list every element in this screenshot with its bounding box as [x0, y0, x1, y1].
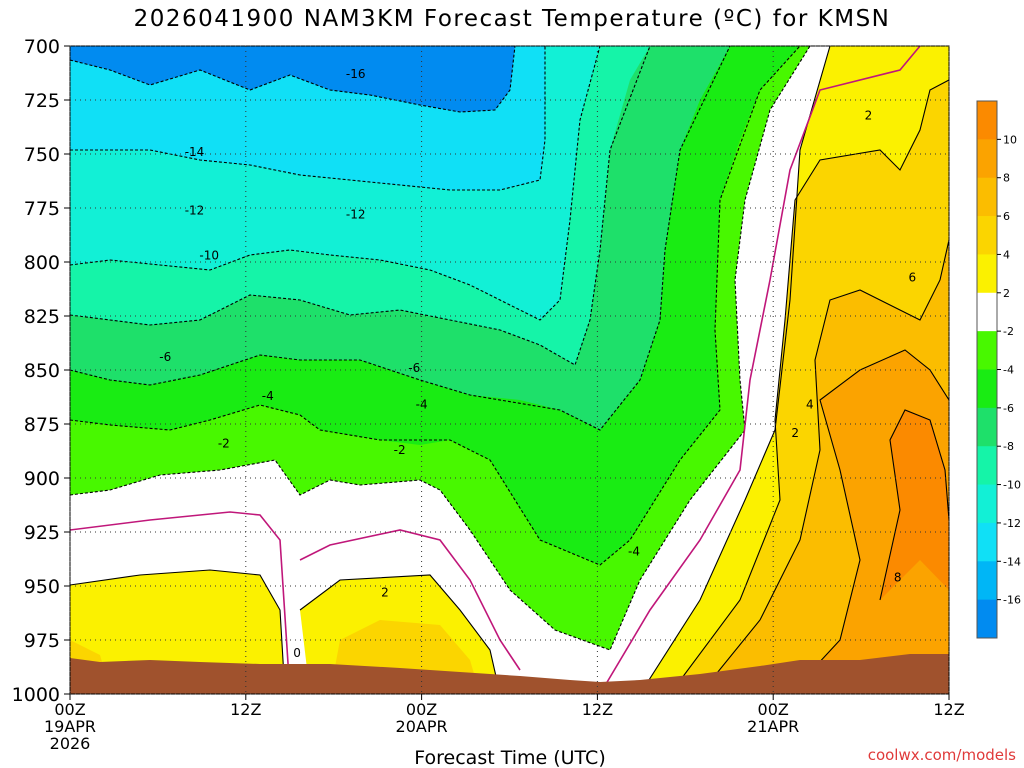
x-axis-title: Forecast Time (UTC) [414, 747, 605, 768]
colorbar-swatch [977, 599, 997, 639]
x-tick-label: 21APR [747, 717, 799, 736]
colorbar-label: 8 [1003, 172, 1010, 185]
colorbar-swatch [977, 369, 997, 409]
colorbar-swatch [977, 484, 997, 524]
x-tick-label: 19APR [44, 717, 96, 736]
x-tick-label: 12Z [230, 700, 261, 719]
contour-label: -6 [408, 361, 420, 375]
colorbar-swatch [977, 292, 997, 332]
colorbar-label: -12 [1003, 517, 1021, 530]
contour-label: -10 [199, 249, 219, 263]
chart-title: 2026041900 NAM3KM Forecast Temperature (… [133, 6, 891, 32]
y-axis: 700 725 750 775 800 825 850 875 900 925 950 975 1000 [12, 36, 70, 706]
contour-label: -6 [159, 350, 171, 364]
y-tick-label: 750 [24, 144, 60, 166]
colorbar-swatch [977, 407, 997, 447]
y-tick-label: 775 [24, 198, 60, 220]
source-footer: coolwx.com/models [868, 746, 1016, 764]
colorbar-swatch [977, 254, 997, 294]
y-tick-label: 825 [24, 306, 60, 328]
contour-label: -16 [346, 67, 366, 81]
colorbar-label: 10 [1003, 133, 1017, 146]
contour-label: -4 [262, 389, 274, 403]
contour-label: 0 [293, 646, 301, 660]
colorbar-swatch [977, 331, 997, 370]
colorbar-swatch [977, 101, 997, 140]
contour-label: 2 [791, 426, 799, 440]
colorbar-label: -14 [1003, 555, 1021, 568]
contour-label: -14 [185, 145, 205, 159]
colorbar-label: 6 [1003, 210, 1010, 223]
contour-label: -12 [346, 208, 366, 222]
colorbar-swatch [977, 139, 997, 179]
x-tick-label: 2026 [50, 734, 91, 753]
x-tick-label: 20APR [396, 717, 448, 736]
x-tick-label: 00Z [406, 700, 437, 719]
contour-label: 4 [806, 398, 814, 412]
y-tick-label: 875 [24, 414, 60, 436]
colorbar-swatch [977, 177, 997, 217]
colorbar-label: 4 [1003, 248, 1010, 261]
contour-label: 6 [909, 270, 917, 284]
colorbar-label: -2 [1003, 325, 1014, 338]
contour-label: -12 [185, 203, 205, 217]
contour-label: 8 [894, 571, 902, 585]
colorbar-label: -16 [1003, 594, 1021, 607]
colorbar: 10 8 6 4 2 -2 -4 -6 -8 -10 -12 -14 -16 [976, 100, 1021, 639]
contour-label: -4 [628, 545, 640, 559]
contour-label: 2 [381, 586, 389, 600]
x-tick-label: 00Z [54, 700, 85, 719]
contour-label: 2 [865, 108, 873, 122]
y-tick-label: 1000 [12, 684, 60, 706]
colorbar-label: -6 [1003, 402, 1014, 415]
x-tick-label: 00Z [758, 700, 789, 719]
x-tick-label: 12Z [582, 700, 613, 719]
contour-label: -2 [394, 443, 406, 457]
x-tick-label: 12Z [933, 700, 964, 719]
colorbar-label: 2 [1003, 287, 1010, 300]
colorbar-swatch [977, 216, 997, 255]
y-tick-label: 950 [24, 576, 60, 598]
y-tick-label: 725 [24, 90, 60, 112]
colorbar-swatch [977, 446, 997, 486]
y-tick-label: 800 [24, 252, 60, 274]
y-tick-label: 850 [24, 360, 60, 382]
colorbar-swatch [977, 522, 997, 562]
colorbar-label: -8 [1003, 440, 1014, 453]
colorbar-label: -10 [1003, 479, 1021, 492]
contour-label: -4 [416, 398, 428, 412]
y-tick-label: 925 [24, 522, 60, 544]
temperature-fill [70, 46, 949, 694]
contour-label: -2 [218, 437, 230, 451]
y-tick-label: 975 [24, 630, 60, 652]
colorbar-swatch [977, 561, 997, 601]
colorbar-label: -4 [1003, 364, 1014, 377]
y-tick-label: 700 [24, 36, 60, 58]
y-tick-label: 900 [24, 468, 60, 490]
